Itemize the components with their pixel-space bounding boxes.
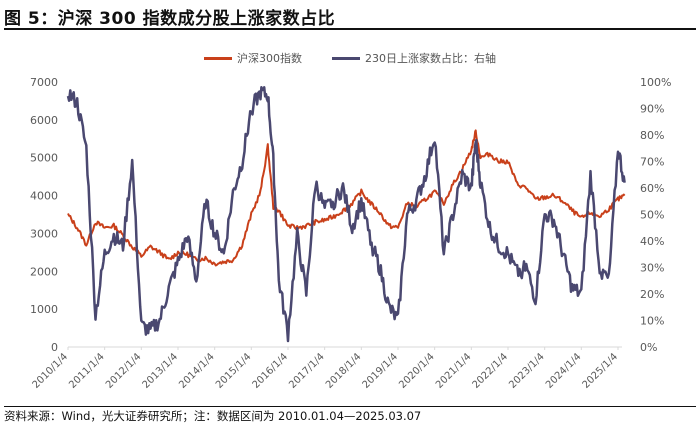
- x-tick-label: 2025/1/4: [581, 351, 621, 391]
- y-left-tick-label: 3000: [30, 227, 58, 240]
- source-note: 资料来源：Wind，光大证券研究所；注：数据区间为 2010.01.04—202…: [4, 409, 422, 423]
- x-tick-label: 2021/1/4: [434, 351, 474, 391]
- y-right-tick-label: 30%: [640, 262, 664, 275]
- legend-item-csi300: 沪深300指数: [204, 50, 302, 66]
- x-tick-label: 2022/1/4: [471, 351, 511, 391]
- y-right-tick-label: 80%: [640, 129, 664, 142]
- title-divider: [4, 28, 696, 30]
- y-left-tick-label: 5000: [30, 152, 58, 165]
- y-right-tick-label: 40%: [640, 235, 664, 248]
- legend-label-csi300: 沪深300指数: [237, 52, 302, 65]
- y-left-tick-label: 1000: [30, 303, 58, 316]
- x-tick-label: 2019/1/4: [361, 351, 401, 391]
- y-left-tick-label: 0: [51, 341, 58, 354]
- y-right-tick-label: 90%: [640, 103, 664, 116]
- y-left-tick-label: 7000: [30, 76, 58, 89]
- y-right-tick-label: 20%: [640, 288, 664, 301]
- x-tick-label: 2017/1/4: [287, 351, 327, 391]
- x-tick-label: 2018/1/4: [324, 351, 364, 391]
- x-tick-label: 2011/1/4: [67, 351, 107, 391]
- y-right-tick-label: 100%: [640, 76, 671, 89]
- x-tick-label: 2015/1/4: [214, 351, 254, 391]
- x-tick-label: 2013/1/4: [141, 351, 181, 391]
- x-tick-label: 2024/1/4: [544, 351, 584, 391]
- chart-plot-area: 0 1000 2000 3000 4000 5000 6000 7000 0% 10% 20% 30%…: [30, 76, 671, 391]
- y-right-tick-label: 10%: [640, 315, 664, 328]
- y-left-tick-label: 2000: [30, 265, 58, 278]
- x-tick-label: 2016/1/4: [251, 351, 291, 391]
- x-tick-label: 2014/1/4: [177, 351, 217, 391]
- y-right-tick-label: 50%: [640, 209, 664, 222]
- y-left-tick-label: 6000: [30, 114, 58, 127]
- x-tick-label: 2023/1/4: [507, 351, 547, 391]
- legend-swatch-advance-ratio: [332, 56, 360, 60]
- source-divider: [4, 406, 696, 407]
- legend-item-advance-ratio: 230日上涨家数占比：右轴: [332, 50, 496, 66]
- y-left-tick-label: 4000: [30, 190, 58, 203]
- legend-label-advance-ratio: 230日上涨家数占比：右轴: [365, 52, 496, 65]
- y-right-tick-label: 60%: [640, 182, 664, 195]
- y-right-tick-label: 0%: [640, 341, 657, 354]
- y-right-tick-label: 70%: [640, 156, 664, 169]
- x-tick-label: 2020/1/4: [397, 351, 437, 391]
- x-tick-label: 2010/1/4: [31, 351, 71, 391]
- series-line-advance-ratio: [66, 86, 626, 343]
- legend: 沪深300指数 230日上涨家数占比：右轴: [0, 50, 700, 66]
- x-tick-label: 2012/1/4: [104, 351, 144, 391]
- chart-title: 图 5：沪深 300 指数成分股上涨家数占比: [4, 9, 336, 29]
- legend-swatch-csi300: [204, 56, 232, 60]
